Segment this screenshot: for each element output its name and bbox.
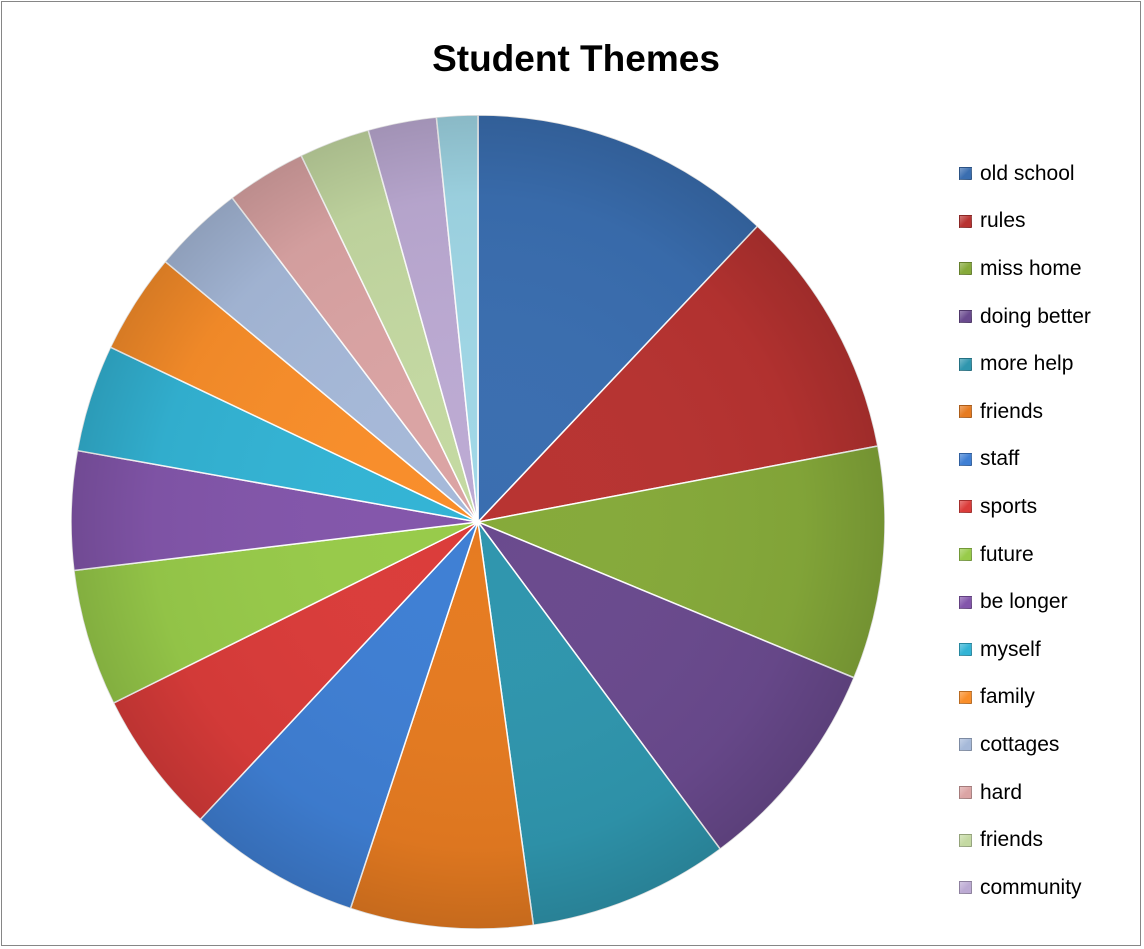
legend-label: miss home <box>980 256 1082 280</box>
legend-swatch <box>959 167 972 181</box>
legend-label: myself <box>980 637 1041 661</box>
legend-swatch <box>959 500 972 514</box>
legend-item: friends <box>959 816 1139 864</box>
legend: old school rules miss home doing better more… <box>959 150 1139 912</box>
legend-label: community <box>980 875 1082 899</box>
legend-label: friends <box>980 399 1044 423</box>
legend-label: more help <box>980 352 1074 376</box>
legend-label: friends <box>980 828 1044 852</box>
legend-label: rules <box>980 209 1026 233</box>
legend-swatch <box>959 881 972 895</box>
legend-label: sports <box>980 494 1038 518</box>
legend-swatch <box>959 405 972 419</box>
legend-item: sports <box>959 483 1139 531</box>
legend-label: hard <box>980 780 1023 804</box>
legend-item: be longer <box>959 578 1139 626</box>
legend-swatch <box>959 548 972 562</box>
legend-label: cottages <box>980 732 1060 756</box>
chart-title: Student Themes <box>432 38 720 79</box>
legend-item: future <box>959 531 1139 579</box>
legend-item: staff <box>959 436 1139 484</box>
legend-swatch <box>959 690 972 704</box>
legend-item: hard <box>959 769 1139 817</box>
legend-swatch <box>959 738 972 752</box>
legend-item: doing better <box>959 293 1139 341</box>
legend-label: doing better <box>980 304 1091 328</box>
legend-item: friends <box>959 388 1139 436</box>
legend-label: be longer <box>980 590 1068 614</box>
legend-item: community <box>959 864 1139 912</box>
legend-item: cottages <box>959 721 1139 769</box>
legend-item: miss home <box>959 245 1139 293</box>
legend-swatch <box>959 214 972 228</box>
legend-swatch <box>959 595 972 609</box>
legend-swatch <box>959 643 972 657</box>
legend-label: future <box>980 542 1034 566</box>
legend-swatch <box>959 357 972 371</box>
legend-item: old school <box>959 150 1139 198</box>
legend-swatch <box>959 452 972 466</box>
legend-swatch <box>959 786 972 800</box>
legend-item: more help <box>959 340 1139 388</box>
legend-item: family <box>959 674 1139 722</box>
legend-swatch <box>959 833 972 847</box>
legend-swatch <box>959 262 972 276</box>
legend-item: rules <box>959 198 1139 246</box>
legend-label: staff <box>980 447 1020 471</box>
legend-swatch <box>959 310 972 324</box>
legend-item: myself <box>959 626 1139 674</box>
pie-shading <box>71 115 885 929</box>
legend-label: old school <box>980 161 1075 185</box>
legend-label: family <box>980 685 1035 709</box>
